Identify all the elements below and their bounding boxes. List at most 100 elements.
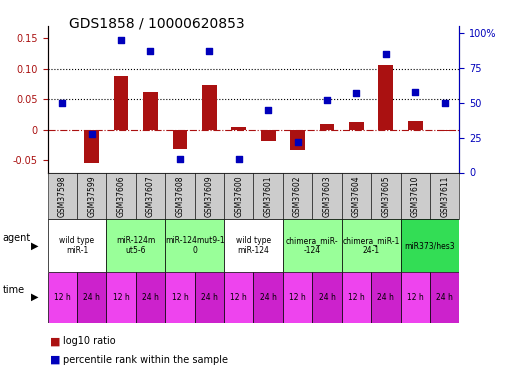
Point [382, 51, 390, 57]
Text: ■: ■ [50, 336, 61, 346]
Text: agent: agent [3, 233, 31, 243]
Text: GSM37609: GSM37609 [205, 175, 214, 217]
Point [440, 100, 449, 106]
Text: percentile rank within the sample: percentile rank within the sample [63, 355, 229, 365]
Bar [114, 76, 128, 130]
Text: GSM37606: GSM37606 [117, 175, 126, 217]
Text: GSM37600: GSM37600 [234, 175, 243, 217]
Text: 24 h: 24 h [378, 292, 394, 302]
Text: 24 h: 24 h [201, 292, 218, 302]
Bar [106, 272, 136, 322]
Text: wild type
miR-1: wild type miR-1 [59, 236, 95, 255]
Text: ▶: ▶ [31, 241, 38, 250]
Text: miR373/hes3: miR373/hes3 [404, 241, 455, 250]
Bar [379, 64, 393, 130]
Bar [408, 121, 422, 130]
Bar [106, 172, 136, 219]
Bar [106, 219, 165, 272]
Bar [253, 172, 283, 219]
Bar [173, 130, 187, 149]
Point [264, 107, 272, 113]
Bar [253, 272, 283, 322]
Text: GSM37602: GSM37602 [293, 175, 302, 217]
Bar [283, 219, 342, 272]
Bar [84, 130, 99, 164]
Text: miR-124m
ut5-6: miR-124m ut5-6 [116, 236, 155, 255]
Bar [401, 172, 430, 219]
Text: 24 h: 24 h [83, 292, 100, 302]
Text: ■: ■ [50, 355, 61, 365]
Bar [283, 172, 312, 219]
Bar [165, 219, 224, 272]
Point [146, 48, 155, 54]
Text: 12 h: 12 h [230, 292, 247, 302]
Point [176, 156, 184, 162]
Text: miR-124mut9-1
0: miR-124mut9-1 0 [165, 236, 224, 255]
Bar [48, 172, 77, 219]
Text: log10 ratio: log10 ratio [63, 336, 116, 346]
Text: 24 h: 24 h [318, 292, 335, 302]
Point [88, 130, 96, 136]
Bar [224, 219, 283, 272]
Point [205, 48, 213, 54]
Text: 24 h: 24 h [142, 292, 159, 302]
Bar [312, 172, 342, 219]
Text: GDS1858 / 10000620853: GDS1858 / 10000620853 [69, 17, 244, 31]
Bar [77, 272, 106, 322]
Text: chimera_miR-1
24-1: chimera_miR-1 24-1 [343, 236, 400, 255]
Bar [312, 272, 342, 322]
Point [294, 139, 302, 145]
Bar [283, 272, 312, 322]
Text: GSM37611: GSM37611 [440, 175, 449, 217]
Point [352, 90, 361, 96]
Text: 12 h: 12 h [407, 292, 423, 302]
Bar [202, 86, 216, 130]
Bar [342, 219, 401, 272]
Text: wild type
miR-124: wild type miR-124 [236, 236, 271, 255]
Point [234, 156, 243, 162]
Bar [48, 272, 77, 322]
Bar [430, 272, 459, 322]
Bar [231, 127, 246, 130]
Bar [401, 219, 459, 272]
Point [117, 37, 125, 43]
Text: ▶: ▶ [31, 292, 38, 302]
Bar [224, 172, 253, 219]
Text: GSM37604: GSM37604 [352, 175, 361, 217]
Bar [195, 172, 224, 219]
Bar [342, 172, 371, 219]
Bar [143, 92, 158, 130]
Text: GSM37598: GSM37598 [58, 175, 67, 217]
Bar [165, 172, 195, 219]
Bar [136, 172, 165, 219]
Bar [401, 272, 430, 322]
Text: GSM37599: GSM37599 [87, 175, 96, 217]
Bar [319, 124, 334, 130]
Text: 12 h: 12 h [54, 292, 71, 302]
Text: time: time [3, 285, 25, 295]
Bar [136, 272, 165, 322]
Text: 24 h: 24 h [436, 292, 453, 302]
Text: 12 h: 12 h [172, 292, 188, 302]
Bar [77, 172, 106, 219]
Bar [349, 122, 364, 130]
Text: 12 h: 12 h [289, 292, 306, 302]
Text: 12 h: 12 h [348, 292, 365, 302]
Bar [437, 130, 452, 131]
Bar [195, 272, 224, 322]
Bar [430, 172, 459, 219]
Bar [342, 272, 371, 322]
Text: GSM37603: GSM37603 [323, 175, 332, 217]
Text: GSM37610: GSM37610 [411, 175, 420, 217]
Text: 24 h: 24 h [260, 292, 277, 302]
Point [58, 100, 67, 106]
Text: chimera_miR-
-124: chimera_miR- -124 [286, 236, 338, 255]
Bar [261, 130, 276, 141]
Point [323, 97, 331, 103]
Bar [48, 219, 106, 272]
Text: GSM37607: GSM37607 [146, 175, 155, 217]
Bar [371, 172, 401, 219]
Point [411, 89, 419, 95]
Text: 12 h: 12 h [112, 292, 129, 302]
Bar [165, 272, 195, 322]
